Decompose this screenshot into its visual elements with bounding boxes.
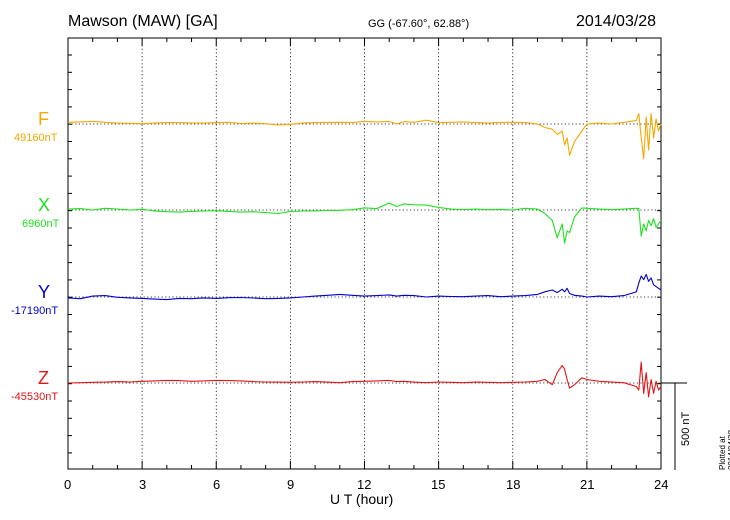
series-line-x — [67, 202, 662, 244]
x-tick-label: 24 — [654, 477, 669, 492]
baseline-label-f: 49160nT — [14, 132, 58, 144]
x-axis-title: U T (hour) — [330, 491, 394, 507]
plot-date: 2014/03/28 — [576, 13, 657, 30]
series-label-f: F — [38, 109, 49, 129]
geographic-coords: GG (-67.60°, 62.88°) — [368, 18, 470, 30]
series-label-y: Y — [38, 282, 51, 302]
series-line-y — [67, 273, 662, 301]
baseline-label-z: -45530nT — [11, 391, 59, 403]
grid-layer — [68, 38, 661, 469]
axes-layer — [67, 37, 662, 470]
series-label-z: Z — [38, 368, 49, 388]
baseline-label-x: 6960nT — [22, 218, 60, 230]
x-tick-label: 18 — [506, 477, 521, 492]
plotted-at-note: Plotted at 2014/04/28 02:10 UT — [718, 429, 730, 470]
series-line-z — [67, 361, 662, 398]
scale-bar-label: 500 nT — [680, 411, 692, 446]
series-layer — [67, 113, 662, 398]
x-tick-label: 0 — [64, 477, 72, 492]
series-label-x: X — [38, 195, 51, 215]
x-tick-label: 6 — [213, 477, 221, 492]
x-tick-label: 15 — [431, 477, 446, 492]
x-tick-label: 21 — [580, 477, 595, 492]
x-tick-label: 12 — [357, 477, 372, 492]
scale-bar — [661, 382, 687, 470]
baseline-label-y: -17190nT — [11, 305, 59, 317]
series-line-f — [67, 113, 662, 160]
x-tick-label: 3 — [139, 477, 147, 492]
station-title: Mawson (MAW) [GA] — [68, 13, 218, 30]
plot-frame — [67, 37, 662, 470]
x-tick-label: 9 — [287, 477, 295, 492]
